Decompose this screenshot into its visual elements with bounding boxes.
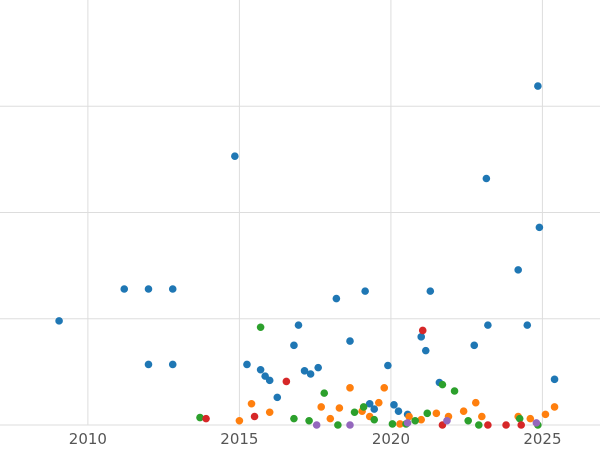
data-point-green (196, 413, 204, 422)
data-point-green (334, 421, 342, 429)
data-point-orange (380, 384, 389, 392)
data-point-orange (326, 414, 335, 423)
data-point-green (370, 415, 379, 424)
data-point-orange (374, 398, 383, 407)
x-tick-label: 2015 (220, 430, 258, 448)
data-point-blue (482, 174, 491, 183)
data-point-orange (265, 408, 274, 417)
data-point-blue (365, 399, 374, 408)
data-point-green (305, 416, 313, 425)
data-point-blue (168, 360, 177, 369)
data-point-blue (361, 287, 369, 295)
data-point-blue (231, 152, 239, 160)
data-point-purple (443, 416, 451, 425)
data-point-orange (550, 403, 559, 411)
data-point-blue (144, 285, 153, 293)
data-point-green (320, 389, 329, 397)
data-point-red (250, 412, 259, 421)
data-point-blue (243, 360, 251, 369)
x-tick-label: 2010 (69, 430, 107, 448)
data-point-red (282, 377, 291, 386)
data-point-blue (300, 367, 309, 375)
data-point-orange (471, 398, 480, 407)
data-point-green (438, 380, 447, 389)
data-point-blue (534, 82, 542, 90)
data-point-red (418, 326, 427, 335)
data-point-orange (335, 404, 344, 412)
data-point-blue (484, 321, 492, 329)
data-point-blue (294, 321, 303, 329)
data-point-blue (346, 337, 354, 345)
data-point-purple (346, 421, 354, 429)
data-point-orange (417, 415, 426, 424)
data-point-green (423, 409, 432, 418)
data-point-blue (332, 294, 341, 303)
data-point-orange (459, 407, 468, 415)
x-tick-label: 2020 (372, 430, 410, 448)
data-point-blue (523, 321, 532, 329)
data-point-blue (421, 346, 430, 355)
data-point-red (517, 421, 526, 429)
data-point-green (474, 421, 483, 429)
data-point-red (502, 421, 510, 429)
data-point-blue (535, 223, 544, 232)
data-point-purple (403, 419, 412, 427)
data-point-blue (290, 341, 298, 350)
data-point-blue (390, 401, 398, 409)
data-point-orange (247, 399, 256, 408)
data-point-blue (550, 375, 559, 384)
data-point-blue (120, 285, 129, 293)
data-point-blue (514, 266, 522, 274)
data-point-orange (317, 403, 326, 411)
data-point-blue (55, 317, 63, 325)
data-point-blue (273, 393, 282, 402)
data-point-blue (417, 333, 426, 341)
data-point-blue (168, 285, 177, 293)
data-point-green (515, 414, 524, 423)
data-point-orange (235, 416, 244, 425)
data-point-red (202, 414, 210, 423)
data-point-green (290, 414, 298, 423)
data-point-orange (432, 409, 441, 418)
data-point-purple (312, 421, 321, 429)
data-point-blue (144, 360, 153, 369)
data-point-blue (426, 287, 435, 295)
data-point-orange (541, 410, 550, 419)
data-point-orange (346, 384, 354, 392)
x-tick-label: 2025 (523, 430, 561, 448)
data-point-purple (532, 419, 541, 427)
data-point-green (350, 408, 359, 417)
data-point-blue (256, 365, 265, 374)
data-point-blue (384, 361, 392, 370)
data-point-green (450, 387, 459, 395)
data-point-green (256, 323, 265, 332)
data-point-orange (396, 420, 404, 428)
data-point-green (388, 420, 397, 428)
data-point-blue (394, 407, 403, 415)
data-point-orange (478, 412, 486, 421)
data-point-red (484, 421, 492, 429)
data-point-orange (405, 412, 413, 421)
data-point-blue (370, 405, 379, 413)
data-point-blue (470, 341, 479, 350)
data-point-blue (306, 370, 315, 378)
data-point-green (359, 403, 368, 411)
data-point-green (464, 416, 472, 425)
data-point-blue (265, 376, 274, 385)
data-point-blue (314, 363, 322, 372)
data-point-orange (526, 414, 535, 423)
data-point-green (411, 416, 419, 425)
